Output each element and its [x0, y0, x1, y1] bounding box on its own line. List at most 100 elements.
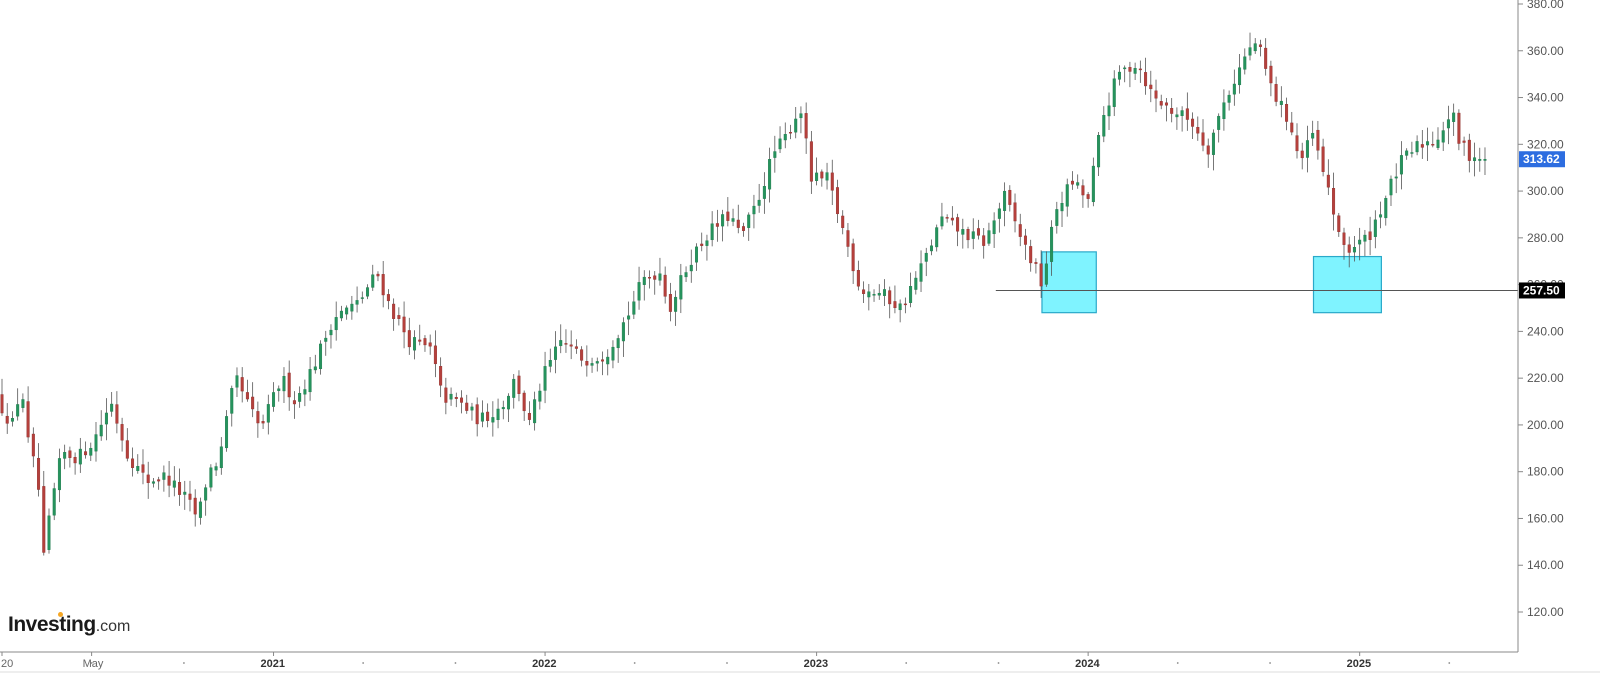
candle: [559, 324, 563, 354]
candle: [193, 489, 197, 527]
candle: [835, 179, 839, 224]
candle: [574, 339, 578, 354]
candle: [413, 330, 417, 360]
candle: [460, 390, 464, 414]
candle: [52, 482, 56, 521]
current-price-label: 313.62: [1523, 152, 1560, 166]
candle: [1050, 220, 1054, 276]
candle: [768, 147, 772, 203]
candle: [266, 394, 270, 435]
candle: [721, 209, 725, 242]
candle: [548, 348, 552, 373]
candle: [632, 290, 636, 320]
candle: [1201, 119, 1205, 152]
highlight-box-layer: [1041, 251, 1382, 314]
candle: [804, 102, 808, 154]
candle: [0, 378, 4, 416]
candle: [1305, 125, 1309, 173]
time-minor-tick: [1176, 662, 1179, 664]
candle: [982, 228, 986, 259]
candle: [929, 239, 933, 256]
candle: [339, 305, 343, 322]
candle: [893, 285, 897, 314]
candle: [63, 444, 67, 470]
candle: [1467, 133, 1471, 173]
candle: [303, 379, 307, 407]
candle: [1384, 195, 1388, 226]
candle: [642, 270, 646, 301]
candle: [84, 441, 88, 459]
candle: [851, 238, 855, 284]
candle: [783, 122, 787, 149]
candle: [1264, 38, 1268, 76]
candle: [324, 330, 328, 356]
candle: [428, 334, 432, 355]
candle: [637, 266, 641, 310]
candle: [136, 454, 140, 474]
time-minor-tick: [1269, 662, 1271, 664]
time-tick-label: May: [83, 658, 104, 670]
candle: [653, 271, 657, 295]
candle: [1311, 120, 1315, 146]
candle: [277, 385, 281, 402]
candle: [788, 124, 792, 140]
axis-layer: 120.00 140.00 160.00 180.00 200.00 220.00 240.…: [0, 0, 1600, 673]
candle: [611, 340, 615, 369]
candle: [935, 224, 939, 252]
candle: [1379, 201, 1383, 229]
candle: [794, 106, 798, 139]
candle: [1070, 171, 1074, 190]
support-price-badge: 257.50: [1519, 282, 1565, 299]
candle: [1191, 112, 1195, 140]
candle: [350, 295, 354, 320]
candle: [867, 283, 871, 311]
candle: [1352, 236, 1356, 262]
candle: [710, 211, 714, 247]
price-tick-label: 320.00: [1527, 137, 1564, 151]
support-price-label: 257.50: [1523, 283, 1560, 297]
candle: [1076, 174, 1080, 189]
candle: [245, 379, 249, 402]
candle: [679, 263, 683, 314]
candle: [120, 417, 124, 452]
candle: [668, 282, 672, 322]
candle: [950, 206, 954, 226]
candle: [888, 286, 892, 319]
candle: [501, 400, 505, 420]
candle: [882, 279, 886, 307]
time-tick-label: 2024: [1075, 658, 1100, 670]
candle: [741, 222, 745, 237]
candle: [381, 261, 385, 308]
candle: [1170, 98, 1174, 123]
candle: [1029, 239, 1033, 272]
highlight-box-1[interactable]: [1041, 251, 1097, 314]
highlight-box-2[interactable]: [1312, 255, 1382, 314]
candle: [57, 448, 61, 503]
candle: [1065, 178, 1069, 217]
candle: [1112, 70, 1116, 117]
candle: [1274, 76, 1278, 107]
candle: [1144, 57, 1148, 95]
candle: [512, 374, 516, 409]
candle: [606, 349, 610, 376]
candle: [110, 391, 114, 417]
candle: [470, 402, 474, 421]
candle: [240, 367, 244, 403]
candle: [564, 329, 568, 353]
candle: [1358, 227, 1362, 261]
candle: [554, 331, 558, 374]
price-tick-label: 240.00: [1527, 324, 1564, 338]
candle: [1128, 61, 1132, 88]
candle: [151, 477, 155, 488]
candle: [1003, 182, 1007, 227]
candle: [1483, 147, 1487, 175]
candle: [1138, 60, 1142, 83]
candle: [1149, 70, 1153, 103]
candle: [1196, 116, 1200, 141]
price-tick-label: 340.00: [1527, 91, 1564, 105]
candle: [700, 232, 704, 252]
candle: [705, 234, 709, 261]
candle: [1389, 175, 1393, 206]
candle: [1269, 60, 1273, 97]
